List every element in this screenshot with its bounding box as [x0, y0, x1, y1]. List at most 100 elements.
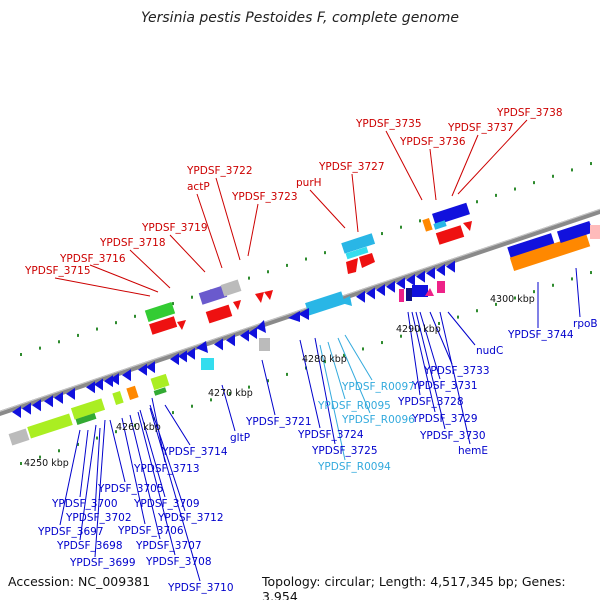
gene-feature[interactable]: [399, 289, 404, 302]
gene-label[interactable]: YPDSF_3736: [399, 136, 466, 148]
gene-feature[interactable]: [425, 288, 434, 296]
gene-label[interactable]: YPDSF_3723: [231, 191, 298, 203]
gene-label[interactable]: YPDSF_3697: [37, 526, 104, 538]
gene-feature[interactable]: [305, 291, 346, 316]
gene-feature[interactable]: [356, 290, 365, 303]
gene-label[interactable]: YPDSF_3744: [507, 329, 574, 341]
gene-feature[interactable]: [110, 373, 119, 386]
gene-label[interactable]: hemE: [458, 445, 488, 457]
gene-feature[interactable]: [426, 267, 435, 280]
gene-feature[interactable]: [422, 218, 433, 232]
gene-feature[interactable]: [220, 279, 242, 297]
gene-label[interactable]: YPDSF_3706: [117, 525, 184, 537]
gene-feature[interactable]: [288, 311, 300, 322]
gene-label[interactable]: nudC: [476, 345, 503, 357]
gene-feature[interactable]: [75, 413, 97, 425]
gene-label[interactable]: YPDSF_3719: [141, 222, 208, 234]
gene-feature[interactable]: [170, 353, 179, 366]
gene-label[interactable]: YPDSF_3718: [99, 237, 166, 249]
gene-feature[interactable]: [412, 285, 428, 297]
gene-label[interactable]: YPDSF_3738: [496, 107, 563, 119]
gene-feature[interactable]: [509, 232, 591, 272]
gene-feature[interactable]: [590, 225, 600, 239]
gene-label[interactable]: YPDSF_3724: [297, 429, 364, 441]
gene-feature[interactable]: [240, 329, 249, 342]
gene-feature[interactable]: [153, 387, 167, 396]
gene-label[interactable]: YPDSF_3730: [419, 430, 486, 442]
gene-label[interactable]: YPDSF_3709: [133, 498, 200, 510]
gene-label[interactable]: YPDSF_3716: [59, 253, 126, 265]
gene-feature[interactable]: [112, 391, 124, 405]
gene-label[interactable]: YPDSF_3700: [51, 498, 118, 510]
gene-feature[interactable]: [138, 363, 147, 376]
gene-feature[interactable]: [70, 398, 106, 420]
rna-label[interactable]: YPDSF_R0096: [341, 414, 415, 426]
gene-feature[interactable]: [416, 270, 425, 283]
gene-label[interactable]: gltP: [230, 432, 250, 444]
gene-feature[interactable]: [437, 281, 445, 293]
gene-label[interactable]: YPDSF_3735: [355, 118, 422, 130]
gene-feature[interactable]: [359, 253, 375, 268]
gene-feature[interactable]: [214, 338, 223, 351]
gene-feature[interactable]: [201, 358, 214, 370]
gene-feature[interactable]: [338, 296, 352, 306]
gene-feature[interactable]: [198, 285, 228, 305]
gene-label[interactable]: rpoB: [573, 318, 598, 330]
gene-feature[interactable]: [463, 221, 472, 231]
gene-feature[interactable]: [12, 406, 21, 418]
gene-label[interactable]: YPDSF_3715: [24, 265, 91, 277]
gene-feature[interactable]: [396, 277, 405, 290]
gene-feature[interactable]: [144, 301, 176, 323]
gene-feature[interactable]: [264, 290, 273, 300]
gene-feature[interactable]: [27, 413, 73, 439]
gene-label[interactable]: purH: [296, 177, 322, 189]
gene-feature[interactable]: [186, 347, 195, 360]
gene-feature[interactable]: [196, 341, 208, 353]
gene-label[interactable]: YPDSF_3731: [411, 380, 478, 392]
gene-feature[interactable]: [376, 284, 385, 297]
gene-feature[interactable]: [556, 221, 594, 243]
gene-feature[interactable]: [8, 428, 30, 446]
gene-feature[interactable]: [226, 334, 235, 347]
gene-feature[interactable]: [256, 320, 266, 333]
gene-feature[interactable]: [259, 338, 270, 351]
gene-feature[interactable]: [346, 258, 358, 274]
gene-feature[interactable]: [44, 395, 53, 408]
rna-label[interactable]: YPDSF_R0095: [317, 400, 391, 412]
gene-feature[interactable]: [32, 399, 41, 412]
gene-feature[interactable]: [66, 387, 75, 400]
gene-label[interactable]: YPDSF_3722: [186, 165, 253, 177]
gene-feature[interactable]: [435, 225, 465, 245]
gene-feature[interactable]: [366, 287, 375, 300]
gene-feature[interactable]: [341, 233, 376, 254]
gene-feature[interactable]: [104, 375, 113, 388]
gene-label[interactable]: YPDSF_3729: [411, 413, 478, 425]
gene-feature[interactable]: [205, 304, 233, 324]
gene-label[interactable]: YPDSF_3728: [397, 396, 464, 408]
gene-label[interactable]: YPDSF_3733: [423, 365, 490, 377]
gene-label[interactable]: YPDSF_3698: [56, 540, 123, 552]
gene-feature[interactable]: [298, 308, 309, 320]
gene-feature[interactable]: [406, 288, 412, 301]
gene-feature[interactable]: [126, 385, 139, 400]
gene-feature[interactable]: [446, 260, 455, 273]
gene-label[interactable]: YPDSF_3707: [135, 540, 202, 552]
gene-feature[interactable]: [255, 292, 264, 303]
gene-feature[interactable]: [436, 263, 445, 276]
gene-feature[interactable]: [149, 316, 178, 335]
gene-label[interactable]: YPDSF_3721: [245, 416, 312, 428]
gene-feature[interactable]: [507, 233, 555, 259]
gene-feature[interactable]: [432, 202, 470, 226]
gene-feature[interactable]: [94, 378, 103, 391]
gene-label[interactable]: actP: [187, 181, 210, 193]
gene-label[interactable]: YPDSF_3708: [145, 556, 212, 568]
gene-feature[interactable]: [54, 391, 63, 404]
gene-feature[interactable]: [386, 280, 395, 293]
gene-feature[interactable]: [233, 300, 241, 310]
gene-feature[interactable]: [86, 381, 95, 394]
gene-feature[interactable]: [22, 402, 31, 415]
gene-feature[interactable]: [406, 274, 415, 287]
gene-label[interactable]: YPDSF_3702: [65, 512, 132, 524]
gene-feature[interactable]: [433, 220, 447, 230]
gene-label[interactable]: YPDSF_3705: [97, 483, 164, 495]
